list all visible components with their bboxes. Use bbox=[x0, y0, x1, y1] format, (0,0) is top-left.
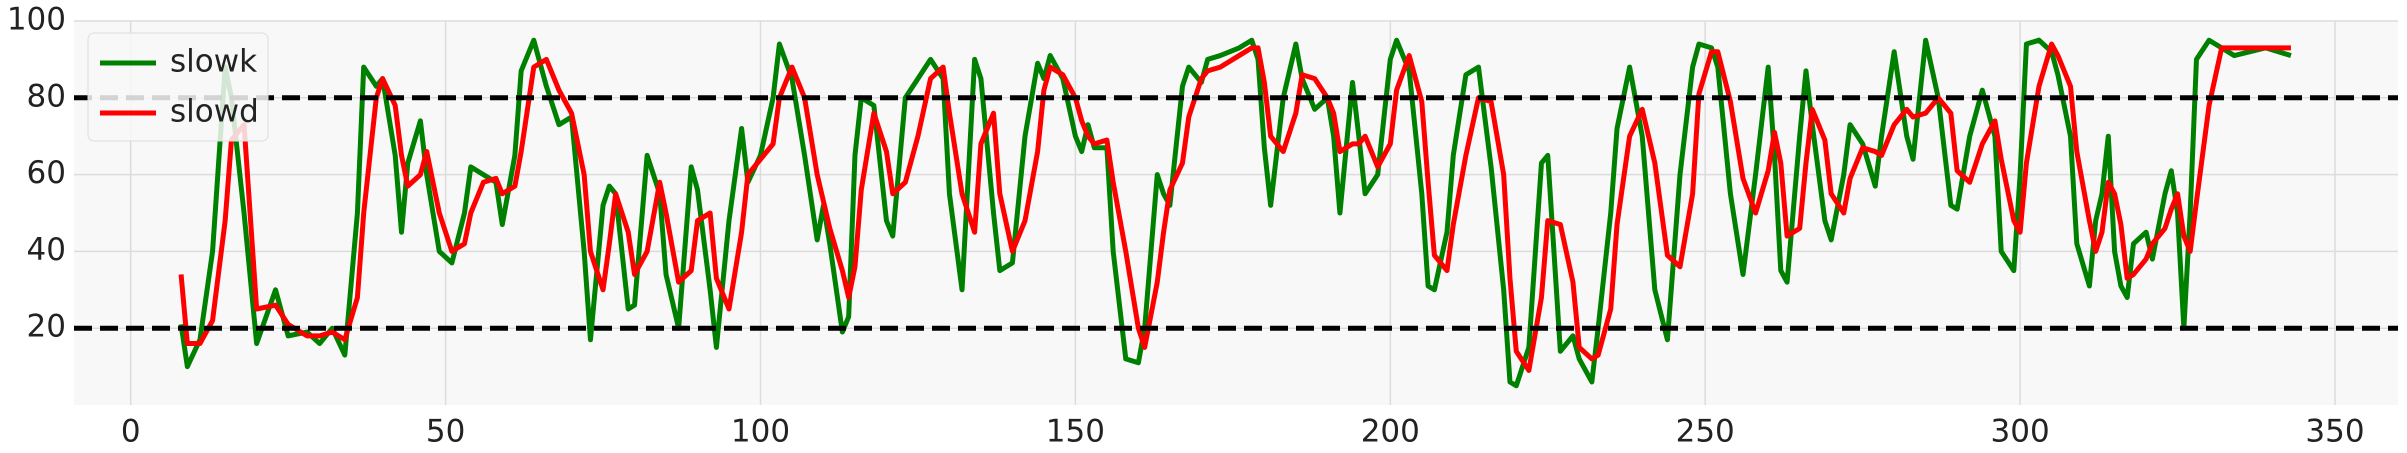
x-tick-label: 300 bbox=[1991, 414, 2050, 450]
x-tick-label: 50 bbox=[426, 414, 465, 450]
y-tick-label: 100 bbox=[7, 2, 66, 38]
y-tick-label: 20 bbox=[27, 309, 66, 345]
plot-area bbox=[74, 21, 2398, 405]
y-tick-label: 60 bbox=[27, 155, 66, 191]
y-tick-label: 80 bbox=[27, 78, 66, 114]
series-line bbox=[178, 41, 2291, 373]
legend-label: slowk bbox=[170, 44, 257, 80]
legend-label: slowd bbox=[170, 94, 259, 130]
x-tick-label: 350 bbox=[2305, 414, 2364, 450]
legend: slowk slowd bbox=[87, 32, 269, 142]
lines bbox=[74, 37, 2398, 389]
x-tick-label: 250 bbox=[1676, 414, 1735, 450]
x-tick-label: 100 bbox=[731, 414, 790, 450]
x-tick-label: 150 bbox=[1046, 414, 1105, 450]
x-tick-label: 0 bbox=[121, 414, 141, 450]
x-tick-label: 200 bbox=[1361, 414, 1420, 450]
y-tick-label: 40 bbox=[27, 232, 66, 268]
